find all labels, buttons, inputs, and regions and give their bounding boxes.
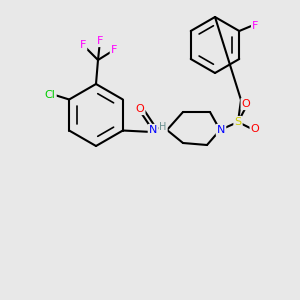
Text: Cl: Cl (45, 89, 56, 100)
Text: F: F (252, 21, 258, 31)
Text: N: N (217, 125, 225, 135)
Text: O: O (250, 124, 260, 134)
Text: S: S (234, 117, 242, 127)
Text: H: H (159, 122, 167, 132)
Text: F: F (97, 36, 103, 46)
Text: F: F (111, 45, 117, 55)
Text: N: N (149, 125, 157, 135)
Text: O: O (136, 104, 144, 114)
Text: F: F (80, 40, 86, 50)
Text: O: O (242, 99, 250, 109)
